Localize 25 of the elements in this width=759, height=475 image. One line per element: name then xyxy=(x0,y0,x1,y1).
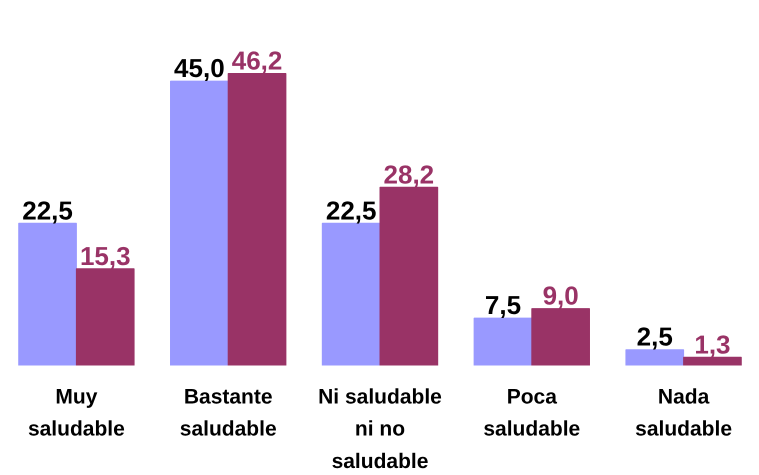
data-label: 46,2 xyxy=(232,46,282,76)
x-tick-label: Ni saludable ni no saludable xyxy=(318,386,442,473)
data-label: 22,5 xyxy=(326,195,376,226)
bar xyxy=(228,73,286,366)
bar xyxy=(18,222,77,366)
bar xyxy=(683,356,742,366)
data-label: 7,5 xyxy=(484,290,522,320)
data-label: 2,5 xyxy=(636,322,673,352)
x-tick-label: Muy saludable xyxy=(28,386,125,441)
data-label: 1,3 xyxy=(694,329,731,360)
bar xyxy=(474,318,532,366)
bar xyxy=(76,268,135,366)
data-label: 22,5 xyxy=(22,195,73,226)
data-label: 15,3 xyxy=(80,240,131,271)
bar xyxy=(322,222,380,366)
x-tick-label: Bastante saludable xyxy=(180,386,277,441)
bar xyxy=(170,80,229,366)
data-label: 28,2 xyxy=(384,159,434,190)
bar xyxy=(380,186,438,366)
bar xyxy=(625,349,684,366)
x-tick-label: Poca saludable xyxy=(483,386,580,441)
bar xyxy=(531,308,590,366)
x-tick-label: Nada saludable xyxy=(635,386,732,441)
data-label: 45,0 xyxy=(174,53,225,84)
data-label: 9,0 xyxy=(542,280,579,311)
